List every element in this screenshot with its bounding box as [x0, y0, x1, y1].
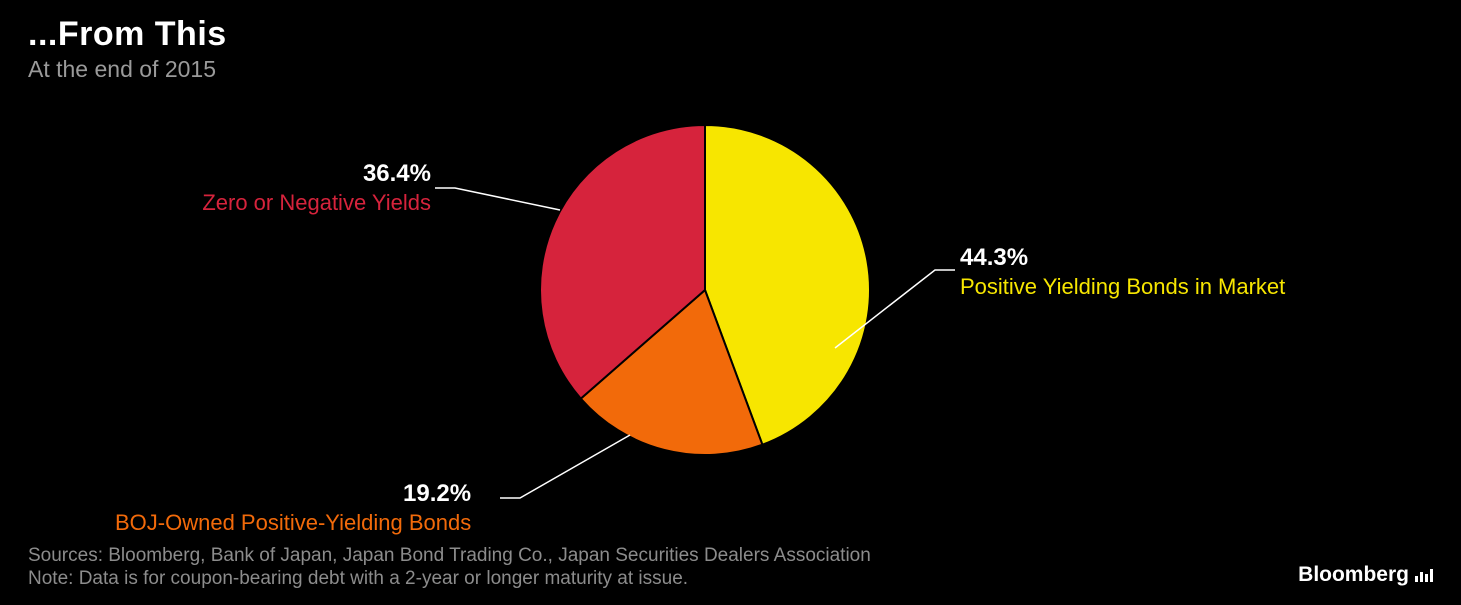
slice-name: Zero or Negative Yields: [202, 190, 431, 216]
slice-percent: 44.3%: [960, 244, 1285, 272]
bloomberg-logo: Bloomberg: [1298, 563, 1433, 587]
slice-label-boj: 19.2% BOJ-Owned Positive-Yielding Bonds: [115, 480, 471, 536]
chart-footer: Sources: Bloomberg, Bank of Japan, Japan…: [28, 544, 871, 592]
leader-line: [435, 188, 560, 210]
bars-icon: [1415, 568, 1433, 582]
slice-percent: 19.2%: [403, 480, 471, 508]
logo-text: Bloomberg: [1298, 563, 1409, 587]
slice-name: Positive Yielding Bonds in Market: [960, 274, 1285, 300]
footer-note: Note: Data is for coupon-bearing debt wi…: [28, 567, 871, 591]
slice-percent: 36.4%: [202, 160, 431, 188]
footer-sources: Sources: Bloomberg, Bank of Japan, Japan…: [28, 544, 871, 568]
leader-line: [500, 435, 630, 498]
slice-name: BOJ-Owned Positive-Yielding Bonds: [115, 510, 471, 536]
slice-label-zero: 36.4% Zero or Negative Yields: [202, 160, 431, 216]
slice-label-positive: 44.3% Positive Yielding Bonds in Market: [960, 244, 1285, 300]
